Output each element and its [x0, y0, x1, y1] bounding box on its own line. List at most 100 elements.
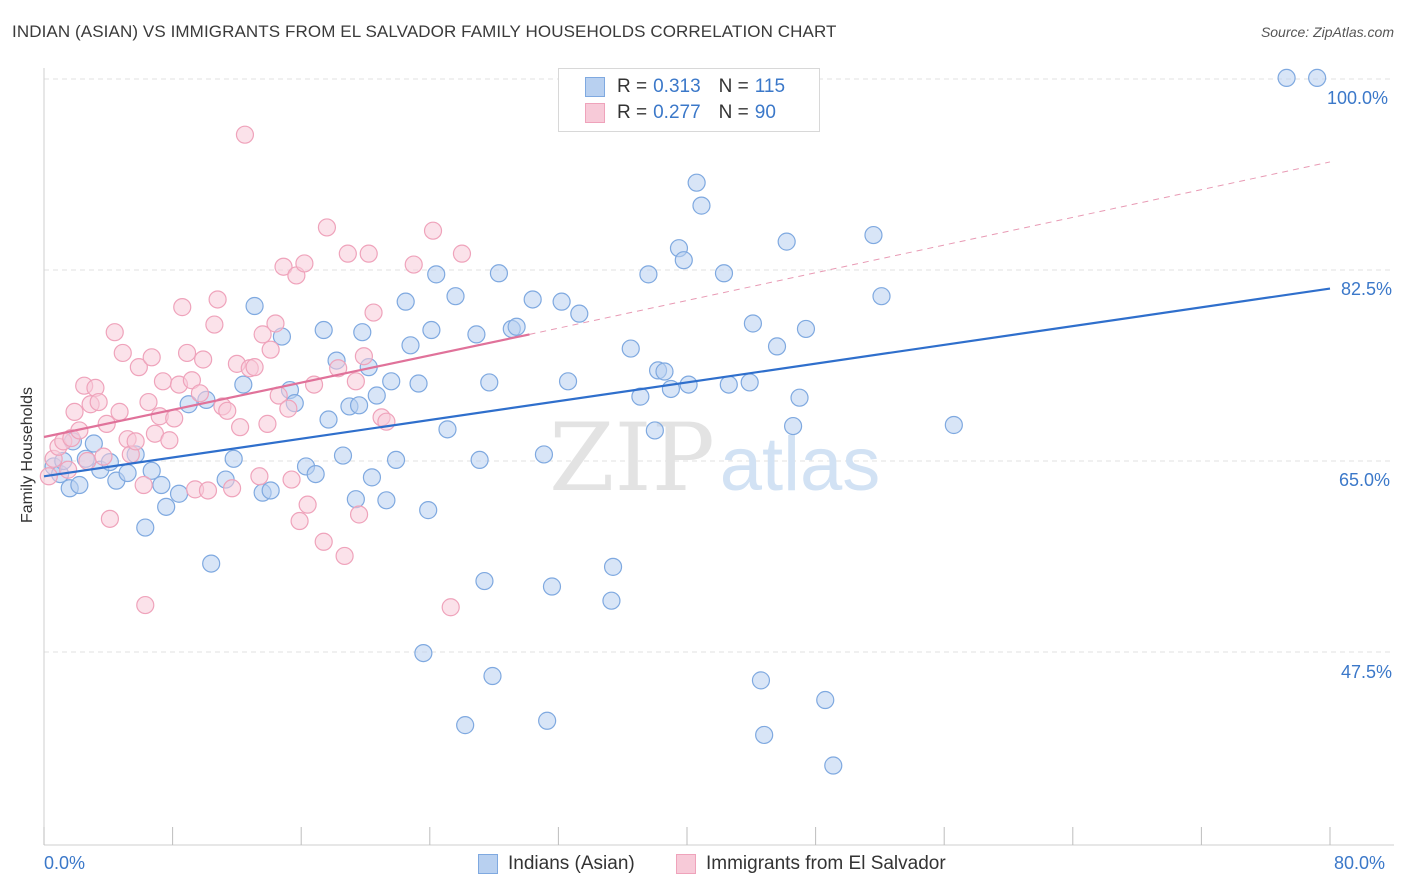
bottom-legend-swatch-pink — [676, 854, 696, 874]
point-s0-83 — [687, 173, 706, 192]
point-s0-81 — [674, 251, 693, 270]
point-s0-75 — [639, 265, 658, 284]
point-s0-63 — [507, 317, 526, 336]
point-s0-7 — [84, 434, 103, 453]
point-s1-52 — [261, 340, 280, 359]
point-s1-69 — [349, 505, 369, 524]
legend-n-label: N = — [718, 102, 749, 123]
legend-row-indians: R = 0.313 N = 115 — [585, 75, 803, 99]
y-axis-label: Family Households — [19, 386, 36, 524]
trend-lines — [43, 161, 1331, 478]
point-s0-13 — [136, 518, 155, 537]
point-s1-46 — [235, 125, 255, 144]
point-s1-9 — [78, 451, 97, 471]
correlation-legend: R = 0.313 N = 115 R = 0.277 N = 90 — [558, 68, 820, 132]
point-s0-52 — [427, 265, 446, 284]
point-s0-86 — [719, 375, 738, 394]
series-indians-asian-points — [44, 68, 1327, 775]
watermark: ZIP atlas — [549, 404, 880, 513]
legend-swatch-blue — [585, 77, 605, 97]
point-s0-15 — [152, 475, 171, 495]
bottom-legend-indians: Indians (Asian) — [478, 852, 635, 876]
point-s1-43 — [222, 479, 242, 498]
point-s0-100 — [944, 415, 963, 435]
point-s1-66 — [335, 546, 354, 566]
bottom-legend-el-salvador: Immigrants from El Salvador — [676, 852, 946, 876]
point-s0-99 — [872, 287, 891, 306]
point-s0-67 — [542, 577, 562, 596]
point-s1-72 — [364, 303, 383, 322]
point-s0-85 — [714, 264, 734, 283]
point-s0-97 — [824, 756, 843, 775]
point-s0-65 — [534, 445, 554, 464]
point-s1-79 — [136, 595, 155, 615]
point-s0-11 — [118, 463, 137, 483]
point-s0-74 — [631, 387, 650, 406]
point-s0-61 — [489, 264, 509, 283]
point-s1-15 — [100, 509, 120, 528]
point-s0-73 — [621, 339, 640, 358]
point-s1-55 — [274, 257, 293, 276]
point-s0-59 — [480, 373, 499, 392]
point-s0-31 — [306, 464, 325, 484]
point-s1-13 — [94, 447, 113, 466]
point-s0-71 — [602, 591, 621, 610]
point-s1-60 — [295, 254, 314, 273]
point-s0-76 — [645, 421, 664, 440]
point-s1-4 — [59, 460, 78, 479]
watermark-zip: ZIP — [549, 404, 715, 513]
point-s0-14 — [142, 461, 161, 480]
point-s0-89 — [751, 671, 771, 690]
point-s0-24 — [245, 296, 264, 316]
axes — [43, 68, 1394, 846]
point-s0-5 — [70, 475, 89, 495]
point-s1-59 — [290, 511, 309, 531]
legend-r-value: 0.277 — [653, 102, 701, 123]
x-tick-label-min: 0.0% — [44, 853, 86, 873]
point-s0-20 — [202, 554, 221, 573]
point-s1-53 — [266, 314, 285, 333]
point-s0-41 — [362, 468, 382, 487]
point-s1-33 — [177, 343, 197, 363]
point-s0-16 — [157, 497, 176, 516]
y-tick-label-65: 65.0% — [1339, 470, 1391, 490]
legend-row-el-salvador: R = 0.277 N = 90 — [585, 101, 794, 125]
legend-n-value: 115 — [754, 76, 786, 97]
point-s0-101 — [1277, 68, 1296, 88]
point-s1-75 — [404, 255, 423, 274]
point-s1-22 — [129, 358, 148, 377]
point-s0-39 — [353, 323, 372, 342]
point-s0-26 — [261, 481, 280, 500]
point-s0-95 — [796, 319, 816, 339]
point-s0-78 — [655, 362, 674, 381]
point-s1-37 — [194, 350, 213, 369]
point-s1-6 — [65, 402, 84, 421]
legend-r-value: 0.313 — [653, 76, 701, 97]
point-s0-44 — [382, 372, 401, 391]
point-s0-22 — [224, 449, 243, 468]
point-s0-42 — [367, 386, 386, 405]
y-tick-label-100: 100.0% — [1327, 88, 1389, 108]
legend-r-label: R = — [617, 76, 648, 97]
point-s1-71 — [359, 244, 378, 263]
x-tick-label-max: 80.0% — [1334, 853, 1386, 873]
point-s1-17 — [110, 402, 129, 421]
point-s1-67 — [338, 244, 357, 263]
point-s1-77 — [441, 598, 460, 617]
point-s0-90 — [755, 725, 774, 745]
point-s0-88 — [743, 314, 763, 333]
point-s0-37 — [346, 490, 365, 509]
legend-r-label: R = — [617, 102, 648, 123]
point-s0-72 — [603, 557, 623, 576]
point-s0-17 — [169, 484, 189, 503]
point-s0-43 — [377, 491, 396, 510]
point-s1-29 — [160, 431, 179, 450]
legend-n-label: N = — [718, 76, 749, 97]
point-s0-87 — [740, 373, 759, 392]
point-s0-53 — [438, 420, 457, 439]
point-s1-25 — [142, 348, 161, 367]
point-s1-18 — [113, 343, 132, 363]
point-s0-82 — [679, 375, 698, 394]
point-s1-40 — [208, 290, 227, 309]
